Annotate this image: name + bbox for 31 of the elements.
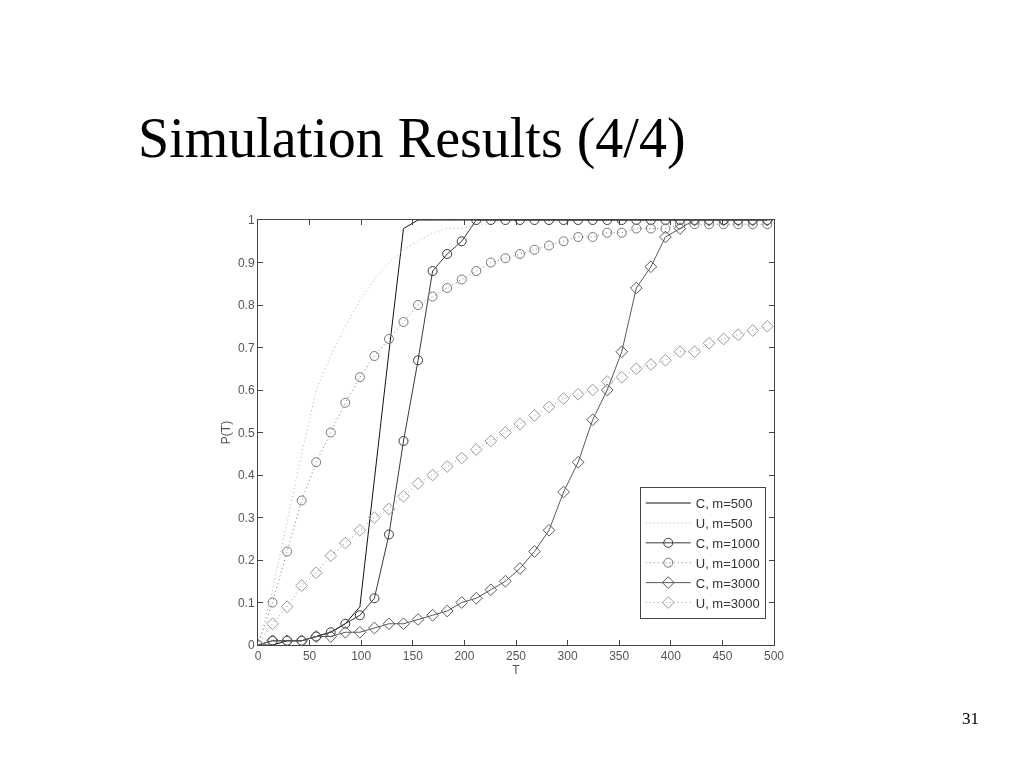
legend-label: C, m=3000 [695, 575, 760, 591]
y-tick-label: 0.4 [237, 468, 255, 483]
y-tick-label: 0.7 [237, 340, 255, 355]
y-axis-title: P(T) [219, 420, 234, 445]
x-tick-label: 400 [660, 649, 682, 664]
x-tick-label: 250 [505, 649, 527, 664]
y-tick-label: 0.8 [237, 298, 255, 313]
y-tick-label: 0 [247, 638, 255, 653]
x-axis-title: T [512, 663, 521, 678]
x-tick-label: 100 [351, 649, 372, 664]
x-tick-label: 50 [302, 649, 317, 664]
y-tick-label: 0.9 [237, 255, 255, 270]
legend-label: U, m=1000 [695, 555, 760, 571]
y-tick-label: 1 [247, 213, 255, 228]
y-tick-label: 0.3 [237, 510, 255, 525]
chart-title: Simulation Results (4/4) [138, 106, 686, 170]
x-tick-label: 200 [454, 649, 475, 664]
y-tick-label: 0.1 [237, 595, 255, 610]
legend-label: U, m=3000 [695, 595, 760, 611]
text: 31 [962, 709, 979, 728]
legend-label: C, m=1000 [695, 535, 760, 551]
x-tick-label: 350 [609, 649, 630, 664]
x-tick-label: 150 [402, 649, 424, 664]
y-tick-label: 0.5 [237, 425, 255, 440]
x-tick-label: 300 [557, 649, 578, 664]
y-tick-label: 0.6 [237, 383, 255, 398]
y-tick-label: 0.2 [237, 553, 255, 568]
x-tick-label: 500 [763, 649, 785, 664]
legend-label: U, m=500 [695, 515, 753, 531]
legend-label: C, m=500 [695, 496, 753, 512]
x-tick-label: 450 [712, 649, 733, 664]
